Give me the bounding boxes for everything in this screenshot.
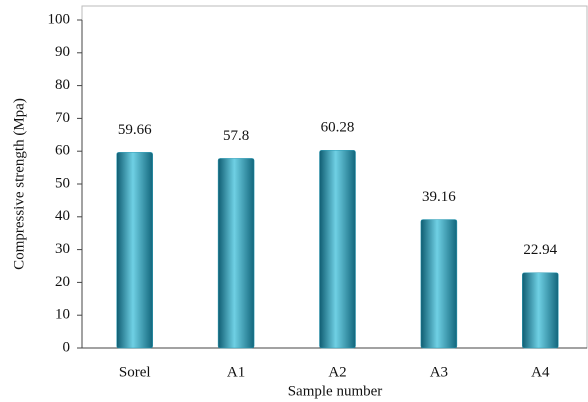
y-tick-label: 40 (55, 208, 70, 224)
value-label: 22.94 (523, 242, 557, 258)
bar (116, 152, 153, 349)
x-tick-label: A1 (227, 364, 245, 380)
bar (319, 150, 356, 349)
x-tick-label: Sorel (119, 364, 151, 380)
bar (522, 272, 559, 349)
y-tick-label: 60 (55, 143, 70, 159)
value-label: 39.16 (422, 189, 456, 205)
y-tick-label: 20 (55, 274, 70, 290)
y-tick-label: 90 (55, 44, 70, 60)
x-axis-title: Sample number (288, 383, 383, 399)
y-tick-label: 50 (55, 175, 70, 191)
y-tick-label: 100 (48, 11, 71, 27)
value-label: 60.28 (321, 120, 355, 136)
value-label: 57.8 (223, 128, 249, 144)
y-axis-title: Compressive strength (Mpa) (11, 98, 27, 270)
y-tick-label: 80 (55, 77, 70, 93)
bar (217, 158, 255, 349)
y-tick-label: 70 (55, 110, 70, 126)
y-tick-label: 10 (55, 307, 70, 323)
x-tick-label: A2 (328, 364, 346, 380)
y-tick-label: 30 (55, 241, 70, 257)
bar (420, 219, 458, 349)
x-tick-label: A4 (531, 364, 550, 380)
value-label: 59.66 (118, 122, 152, 138)
y-tick-label: 0 (63, 339, 71, 355)
x-tick-label: A3 (430, 364, 448, 380)
